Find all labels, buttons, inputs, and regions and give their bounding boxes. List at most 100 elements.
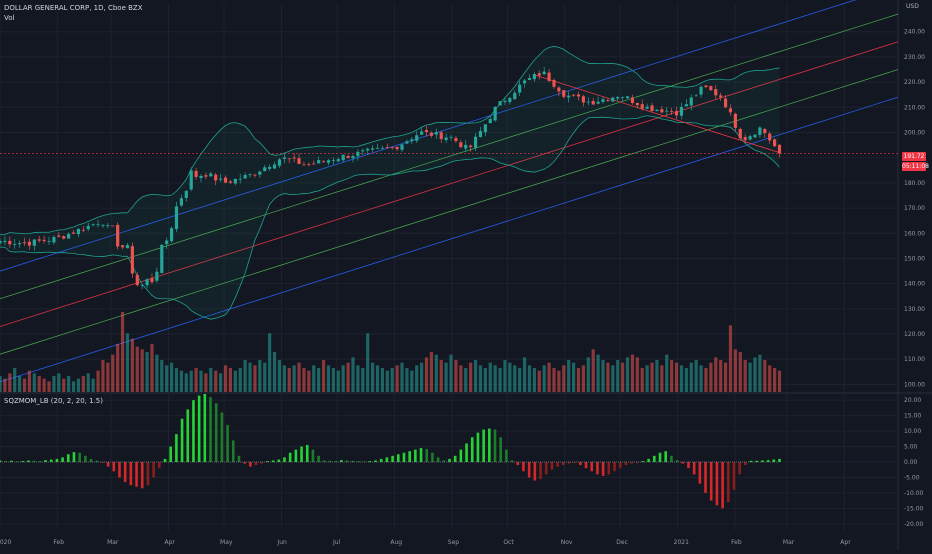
volume-bar [547, 362, 551, 392]
candle-body [415, 135, 419, 141]
volume-bar [179, 370, 183, 392]
candle-body [307, 164, 311, 166]
momentum-bar [721, 462, 724, 509]
candle-body [8, 240, 12, 245]
momentum-bar [533, 462, 537, 481]
volume-bar [586, 357, 590, 392]
volume-bar [248, 362, 252, 392]
candle-body [449, 136, 453, 138]
bollinger-fill [0, 46, 780, 320]
candle-body [52, 237, 56, 243]
volume-bar [204, 373, 208, 392]
candle-body [596, 101, 600, 104]
volume-bar [728, 325, 733, 392]
candle-body [522, 80, 527, 84]
volume-bar [32, 373, 36, 392]
candle-body [150, 278, 154, 283]
volume-bar [209, 368, 213, 392]
time-tick-label: 2020 [0, 539, 11, 546]
candle-body [478, 131, 483, 138]
momentum-bar [419, 448, 423, 462]
momentum-bar [61, 457, 64, 462]
candle-body [37, 239, 41, 241]
time-tick-label: Dec [616, 539, 628, 546]
volume-bar [312, 365, 316, 392]
momentum-bar [431, 452, 434, 462]
candle-body [679, 106, 684, 116]
volume-bar [150, 344, 154, 392]
momentum-bar [351, 460, 355, 462]
volume-bar [424, 357, 429, 392]
momentum-bar [158, 462, 161, 469]
momentum-bar [584, 462, 588, 469]
momentum-bar [203, 394, 207, 462]
volume-bar [253, 365, 257, 392]
momentum-bar [243, 462, 246, 464]
candle-body [611, 97, 615, 102]
volume-bar [297, 362, 301, 392]
candle-body [125, 244, 130, 249]
volume-bar [375, 365, 380, 392]
price-tick-label: 120.00 [904, 331, 925, 338]
candle-body [689, 97, 693, 106]
volume-bar [444, 362, 448, 392]
candle-body [209, 173, 213, 177]
price-tick-label: 230.00 [904, 54, 925, 61]
momentum-bar [402, 452, 406, 462]
candle-body [86, 225, 90, 230]
time-tick-label: Nov [561, 539, 573, 546]
momentum-bar [283, 457, 286, 462]
candle-body [748, 136, 752, 140]
candle-body [719, 95, 723, 98]
currency-label: USD [906, 3, 919, 10]
momentum-bar [766, 460, 770, 462]
candle-body [547, 72, 551, 81]
candle-body [248, 174, 252, 176]
candle-body [699, 86, 703, 95]
momentum-bar [186, 409, 190, 462]
volume-bar [410, 370, 414, 392]
candle-body [165, 240, 169, 245]
momentum-bar [266, 461, 269, 462]
volume-bar [57, 373, 61, 392]
candle-body [503, 100, 507, 103]
momentum-bar [607, 462, 611, 475]
volume-bar [307, 370, 311, 392]
volume-bar [302, 368, 306, 392]
candle-body [62, 236, 66, 239]
momentum-bar [72, 452, 76, 462]
volume-bar [96, 370, 100, 392]
momentum-bar [0, 460, 2, 462]
volume-bar [719, 360, 723, 392]
volume-bar [483, 368, 487, 392]
momentum-bar [778, 458, 781, 462]
momentum-bar [140, 462, 144, 489]
momentum-bar [334, 461, 337, 462]
volume-bar [650, 362, 654, 392]
candle-body [444, 137, 448, 141]
volume-bar [356, 365, 360, 392]
volume-bar [596, 354, 600, 392]
volume-bar [341, 365, 345, 392]
momentum-bar [101, 462, 104, 463]
volume-bar [611, 365, 615, 392]
volume-bar [277, 360, 282, 392]
momentum-bar [106, 462, 110, 467]
candle-body [155, 271, 159, 281]
volume-bar [116, 344, 120, 392]
volume-bar [714, 357, 718, 392]
volume-bar [429, 352, 434, 392]
volume-bar [86, 373, 90, 392]
candle-body [532, 74, 536, 80]
candle-body [184, 190, 188, 198]
momentum-bar [385, 457, 389, 462]
channel-lower-mid [0, 69, 899, 355]
candle-body [743, 137, 747, 141]
momentum-bar [658, 452, 662, 462]
volume-bar [336, 370, 340, 392]
candle-body [434, 132, 438, 135]
price-tick-label: 140.00 [904, 281, 925, 288]
volume-bar [47, 381, 51, 392]
